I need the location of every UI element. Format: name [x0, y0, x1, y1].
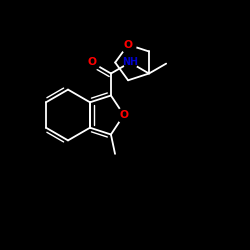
Text: NH: NH — [122, 58, 138, 68]
Text: O: O — [87, 58, 96, 68]
Text: O: O — [124, 40, 132, 50]
Text: O: O — [119, 110, 128, 120]
